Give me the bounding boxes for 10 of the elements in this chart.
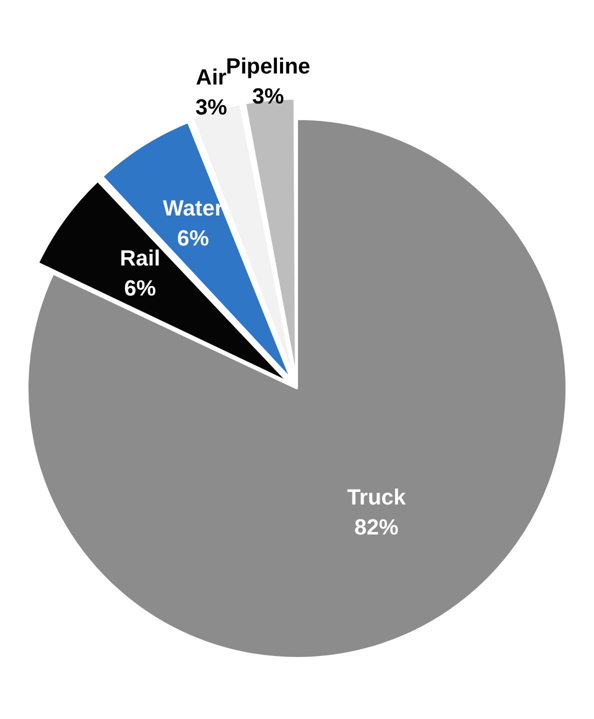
slice-label: Truck [347, 484, 407, 510]
slice-label: Rail [120, 246, 160, 271]
slice-label: Air [196, 64, 227, 90]
data-label: 82% [354, 514, 398, 540]
data-label: 3% [195, 94, 228, 120]
slice-label: Pipeline [226, 53, 310, 78]
data-label: 3% [252, 83, 284, 108]
slice-label: Water [162, 196, 224, 221]
data-label: 6% [177, 226, 209, 251]
data-label: 6% [124, 276, 156, 301]
